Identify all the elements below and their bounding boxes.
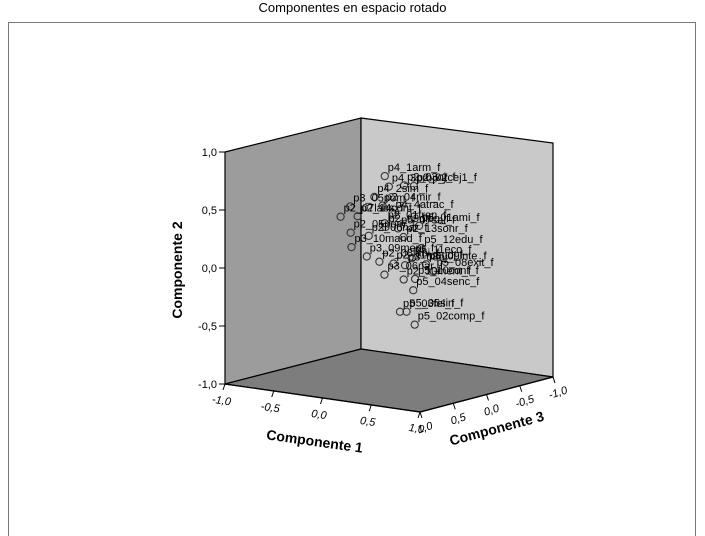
- data-point: [384, 182, 393, 191]
- point-label: p2_06nar_f: [372, 222, 429, 234]
- point-label: p2_14cont_f: [361, 202, 422, 214]
- data-point: [409, 286, 418, 295]
- point-label: p3_09ment_f: [370, 242, 435, 254]
- data-point: [378, 201, 387, 210]
- z-tick-mark: [486, 394, 489, 401]
- x-tick-mark: [417, 411, 421, 419]
- point-label: p3_10mand_f: [355, 233, 423, 245]
- point-label: p4_1arm_f: [388, 162, 442, 174]
- z-tick-label: 0,0: [482, 402, 501, 418]
- point-label: p5_12edu_f: [424, 234, 483, 246]
- left-wall: [224, 117, 362, 385]
- point-label: p3_05pom_f: [353, 192, 415, 204]
- z-tick-mark: [419, 411, 423, 419]
- point-label: p2_03oj_f: [407, 171, 456, 183]
- z-tick-mark: [452, 403, 456, 410]
- data-point: [410, 320, 419, 329]
- data-point: [393, 224, 403, 233]
- z-tick-mark: [552, 376, 556, 384]
- chart-title: Componentes en espacio rotado: [258, 0, 447, 15]
- data-point: [362, 252, 371, 261]
- point-label: p5_11eco_f: [415, 244, 473, 256]
- data-point: [400, 261, 410, 270]
- data-point: [399, 181, 409, 190]
- data-point: [388, 208, 397, 217]
- x-tick-mark: [320, 397, 323, 405]
- point-label: p5_07sal_f: [401, 214, 456, 226]
- data-point: [417, 243, 426, 253]
- z-tick-label: 0,5: [449, 411, 468, 427]
- point-label: p3_06nar_f: [387, 261, 444, 273]
- z-tick-label: -0,5: [514, 393, 537, 411]
- x-tick-label: 0,5: [359, 415, 377, 429]
- data-point: [395, 307, 405, 316]
- data-point: [399, 275, 408, 284]
- point-label: p5_02comp_f: [418, 311, 486, 323]
- points-layer: p4_1arm_fp4_3prop_fp2_03oj_fp2_02cej1_fp…: [336, 162, 495, 329]
- y-tick-label: 0,0: [202, 263, 217, 275]
- data-point: [353, 212, 362, 221]
- data-point: [399, 232, 408, 242]
- data-point: [380, 219, 389, 228]
- x-tick-mark: [368, 404, 372, 412]
- x-axis-label: Componente 1: [265, 426, 364, 455]
- y-tick-label: -1,0: [198, 379, 217, 391]
- point-label: p4_4atrac_f: [395, 199, 454, 211]
- point-label: p2_08labi_f: [382, 248, 440, 260]
- data-point: [346, 202, 355, 211]
- data-point: [407, 254, 416, 263]
- point-label: p2_01fren_f: [388, 209, 448, 221]
- x-tick-label: -1,0: [211, 394, 232, 409]
- z-tick-mark: [519, 385, 523, 392]
- point-label: p2_02cej1_f: [417, 172, 478, 184]
- data-point: [414, 221, 424, 230]
- point-label: p4_3prop_f: [392, 173, 449, 185]
- data-point: [347, 242, 356, 252]
- data-point: [346, 228, 355, 237]
- point-label: p2_11mand_f: [397, 250, 464, 262]
- y-tick-label: -0,5: [198, 321, 217, 333]
- point-label: p5_09inte_f: [429, 250, 487, 262]
- data-point: [421, 260, 431, 269]
- point-label: p2_05pom_f: [354, 219, 416, 231]
- data-point: [370, 192, 379, 202]
- point-label: p2_07labs_f: [344, 203, 405, 215]
- x-tick-mark: [222, 383, 226, 391]
- point-label: p5_06sin_f: [410, 298, 465, 310]
- y-tick-label: 0,5: [202, 205, 217, 217]
- data-point: [380, 171, 389, 181]
- point-label: p2_13sonr_f: [407, 223, 469, 235]
- point-label: p4_2sim_f: [377, 183, 429, 195]
- data-point: [381, 222, 390, 232]
- y-tick-label: 1,0: [202, 147, 217, 159]
- data-point: [364, 231, 373, 240]
- point-label: p5_08exit_f: [437, 257, 495, 269]
- data-point: [429, 267, 438, 276]
- point-label: p5_10conf_f: [418, 265, 479, 277]
- point-label: p2_09dien_f: [389, 213, 451, 225]
- x-tick-label: 1,0: [408, 422, 426, 436]
- data-point: [336, 212, 345, 221]
- data-point: [389, 259, 398, 268]
- x-tick-label: -0,5: [260, 401, 281, 416]
- point-label: p5_04senc_f: [416, 276, 480, 288]
- point-label: p2_10ment_f: [407, 266, 472, 278]
- data-point: [375, 257, 384, 266]
- z-tick-label: 1,0: [416, 420, 435, 436]
- x-tick-label: 0,0: [311, 408, 329, 422]
- point-label: p3_08oj_f: [408, 251, 457, 263]
- data-point: [410, 274, 420, 284]
- x-tick-mark: [271, 390, 275, 398]
- z-tick-label: -1,0: [547, 384, 570, 402]
- data-point: [380, 270, 389, 279]
- point-label: p5_03fel_f: [403, 298, 455, 310]
- data-point: [409, 181, 419, 191]
- point-label: p5_01ami_f: [422, 212, 480, 224]
- point-label: p2_04mir_f: [386, 192, 442, 204]
- y-axis-label: Componente 2: [169, 221, 185, 318]
- data-point: [402, 307, 411, 316]
